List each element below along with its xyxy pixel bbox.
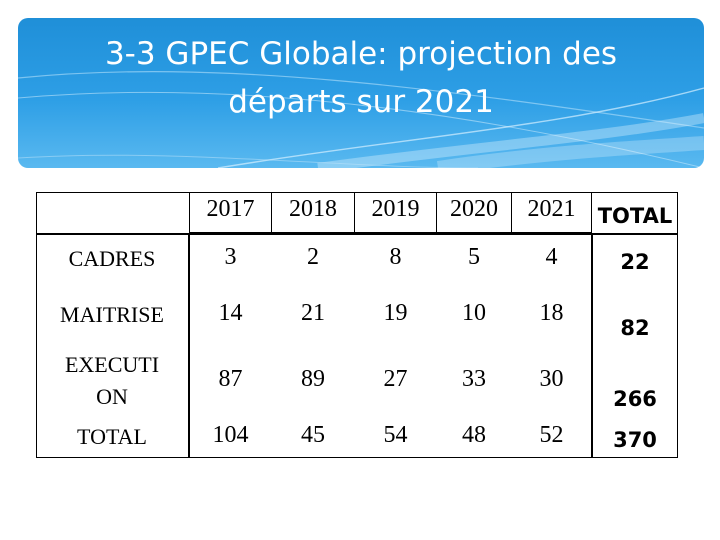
table-cell: 3 — [224, 244, 237, 270]
table-cell: 52 — [539, 422, 564, 448]
column-divider — [188, 233, 190, 458]
table-cell: 27 — [383, 366, 408, 392]
table-cell: 104 — [212, 422, 249, 448]
title-banner — [18, 18, 704, 168]
total-cell-cadres: 22 — [620, 250, 650, 274]
table-cell: 5 — [468, 244, 480, 270]
total-cell-execution: 266 — [613, 387, 657, 411]
row-label-total: TOTAL — [77, 424, 147, 449]
table-cell: 54 — [383, 422, 408, 448]
header-2017: 2017 — [206, 196, 255, 222]
table-cell: 30 — [539, 366, 564, 392]
departures-table: 2017 2018 2019 2020 2021 TOTAL CADRES 3 … — [36, 192, 678, 458]
table-cell: 33 — [462, 366, 486, 392]
table-cell: 89 — [301, 366, 325, 392]
table-cell: 14 — [218, 300, 243, 326]
header-divider — [36, 233, 678, 235]
wave-decoration — [18, 71, 704, 168]
table-cell: 8 — [389, 244, 402, 270]
column-divider — [591, 233, 593, 458]
row-label-execution-line-1: EXECUTI — [64, 352, 160, 377]
table-cell: 45 — [301, 422, 325, 448]
row-label-execution-line-2: ON — [96, 384, 128, 409]
table-cell: 87 — [218, 366, 243, 392]
table-cell: 4 — [545, 244, 558, 270]
row-label-cadres: CADRES — [68, 246, 156, 271]
header-2020: 2020 — [450, 196, 498, 222]
header-2018: 2018 — [289, 196, 337, 222]
slide-title: 3-3 GPEC Globale: projection des départs… — [18, 30, 704, 126]
slide-title-line-2: départs sur 2021 — [228, 84, 494, 120]
slide-title-line-1: 3-3 GPEC Globale: projection des — [104, 36, 618, 72]
table-cell: 18 — [539, 300, 564, 326]
table-cell: 48 — [462, 422, 486, 448]
header-total: TOTAL — [597, 204, 673, 228]
row-label-maitrise: MAITRISE — [60, 302, 164, 327]
table-cell: 10 — [462, 300, 486, 326]
table-cell: 2 — [307, 244, 319, 270]
header-2019: 2019 — [371, 196, 420, 222]
table-cell: 19 — [383, 300, 408, 326]
total-cell-grand-total: 370 — [613, 428, 657, 452]
total-cell-maitrise: 82 — [620, 316, 650, 340]
header-2021: 2021 — [527, 196, 576, 222]
table-cell: 21 — [301, 300, 325, 326]
